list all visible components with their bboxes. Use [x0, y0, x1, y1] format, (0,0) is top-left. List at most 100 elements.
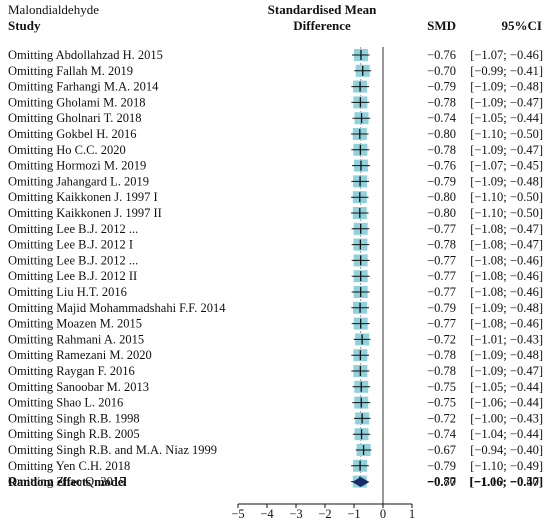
smd-value: −0.67 [427, 443, 456, 457]
smd-value: −0.76 [427, 48, 456, 62]
study-label: Omitting Zhao Q. 2015 [8, 475, 125, 489]
pooled-ci-value: [−1.06; −0.47] [469, 475, 543, 489]
ci-value: [−1.09; −0.48] [470, 301, 543, 315]
study-label: Omitting Lee B.J. 2012 II [8, 269, 137, 283]
ci-value: [−1.01; −0.43] [470, 332, 543, 346]
smd-value: −0.78 [427, 238, 456, 252]
ci-value: [−1.05; −0.44] [470, 111, 543, 125]
ci-value: [−1.09; −0.48] [470, 174, 543, 188]
ci-column-header: 95%CI [501, 18, 542, 33]
smd-value: −0.77 [427, 269, 456, 283]
ci-value: [−1.08; −0.46] [470, 317, 543, 331]
ci-value: [−1.08; −0.46] [470, 253, 543, 267]
x-tick-label: −5 [231, 507, 244, 520]
study-label: Omitting Hormozi M. 2019 [8, 159, 146, 173]
ci-value: [−1.10; −0.50] [470, 475, 543, 489]
ci-value: [−1.09; −0.48] [470, 80, 543, 94]
study-label: Omitting Gholami M. 2018 [8, 95, 146, 109]
study-label: Omitting Moazen M. 2015 [8, 317, 142, 331]
x-tick-label: −2 [318, 507, 331, 520]
study-label: Omitting Sanoobar M. 2013 [8, 380, 149, 394]
smd-value: −0.72 [427, 411, 456, 425]
study-label: Omitting Rahmani A. 2015 [8, 332, 144, 346]
study-label: Omitting Majid Mohammadshahi F.F. 2014 [8, 301, 226, 315]
study-label: Omitting Shao L. 2016 [8, 396, 123, 410]
study-label: Omitting Lee B.J. 2012 I [8, 238, 133, 252]
study-label: Omitting Lee B.J. 2012 ... [8, 253, 138, 267]
smd-value: −0.78 [427, 95, 456, 109]
study-label: Omitting Fallah M. 2019 [8, 64, 133, 78]
smd-value: −0.79 [427, 174, 456, 188]
study-label: Omitting Yen C.H. 2018 [8, 459, 130, 473]
smd-value: −0.72 [427, 332, 456, 346]
ci-value: [−1.04; −0.44] [470, 427, 543, 441]
study-label: Omitting Singh R.B. and M.A. Niaz 1999 [8, 443, 217, 457]
smd-value: −0.75 [427, 380, 456, 394]
study-label: Omitting Farhangi M.A. 2014 [8, 80, 159, 94]
smd-value: −0.70 [427, 64, 456, 78]
smd-value: −0.77 [427, 253, 456, 267]
study-label: Omitting Singh R.B. 2005 [8, 427, 140, 441]
study-label: Omitting Kaikkonen J. 1997 II [8, 206, 162, 220]
ci-value: [−1.10; −0.50] [470, 206, 543, 220]
ci-value: [−1.09; −0.47] [470, 143, 543, 157]
smd-value: −0.77 [427, 317, 456, 331]
smd-value: −0.80 [427, 190, 456, 204]
ci-value: [−0.99; −0.41] [470, 64, 543, 78]
x-tick-label: 1 [409, 507, 415, 520]
study-label: Omitting Ho C.C. 2020 [8, 143, 126, 157]
study-label: Omitting Singh R.B. 1998 [8, 411, 140, 425]
ci-value: [−1.08; −0.46] [470, 269, 543, 283]
smd-value: −0.80 [427, 127, 456, 141]
x-tick-label: −3 [289, 507, 302, 520]
smd-value: −0.80 [427, 206, 456, 220]
ci-value: [−1.09; −0.47] [470, 95, 543, 109]
x-tick-label: 0 [380, 507, 386, 520]
study-label: Omitting Jahangard L. 2019 [8, 174, 149, 188]
x-tick-label: −4 [260, 507, 274, 520]
subtitle: Malondialdehyde [8, 2, 99, 17]
study-label: Omitting Raygan F. 2016 [8, 364, 135, 378]
smd-value: −0.75 [427, 396, 456, 410]
study-label: Omitting Gokbel H. 2016 [8, 127, 136, 141]
smd-value: −0.79 [427, 459, 456, 473]
smd-value: −0.79 [427, 301, 456, 315]
study-column-header: Study [8, 18, 41, 33]
x-tick-label: −1 [347, 507, 360, 520]
smd-value: −0.74 [427, 111, 457, 125]
study-label: Omitting Gholnari T. 2018 [8, 111, 142, 125]
ci-value: [−1.08; −0.47] [470, 222, 543, 236]
study-label: Omitting Lee B.J. 2012 ... [8, 222, 138, 236]
pooled-smd-value: −0.77 [427, 475, 456, 489]
study-label: Omitting Kaikkonen J. 1997 I [8, 190, 158, 204]
ci-value: [−1.08; −0.47] [470, 238, 543, 252]
ci-value: [−1.09; −0.48] [470, 348, 543, 362]
ci-value: [−1.07; −0.46] [470, 48, 543, 62]
smd-value: −0.78 [427, 348, 456, 362]
smd-value: −0.79 [427, 80, 456, 94]
ci-value: [−1.07; −0.45] [470, 159, 543, 173]
ci-value: [−1.00; −0.43] [470, 411, 543, 425]
effect-column-header: Standardised Mean Difference [267, 2, 377, 33]
ci-value: [−0.94; −0.40] [470, 443, 543, 457]
study-label: Omitting Liu H.T. 2016 [8, 285, 127, 299]
pooled-label: Random effects model [8, 475, 127, 489]
smd-value: −0.78 [427, 143, 456, 157]
ci-value: [−1.10; −0.50] [470, 127, 543, 141]
study-label: Omitting Abdollahzad H. 2015 [8, 48, 163, 62]
pooled-diamond [352, 477, 370, 487]
smd-value: −0.77 [427, 222, 456, 236]
smd-column-header: SMD [427, 18, 456, 33]
smd-value: −0.74 [427, 427, 457, 441]
smd-value: −0.78 [427, 364, 456, 378]
ci-value: [−1.08; −0.46] [470, 285, 543, 299]
ci-value: [−1.05; −0.44] [470, 380, 543, 394]
study-label: Omitting Ramezani M. 2020 [8, 348, 152, 362]
ci-value: [−1.06; −0.44] [470, 396, 543, 410]
smd-value: −0.77 [427, 285, 456, 299]
ci-value: [−1.10; −0.49] [470, 459, 543, 473]
ci-value: [−1.09; −0.47] [470, 364, 543, 378]
ci-value: [−1.10; −0.50] [470, 190, 543, 204]
smd-value: −0.80 [427, 475, 456, 489]
